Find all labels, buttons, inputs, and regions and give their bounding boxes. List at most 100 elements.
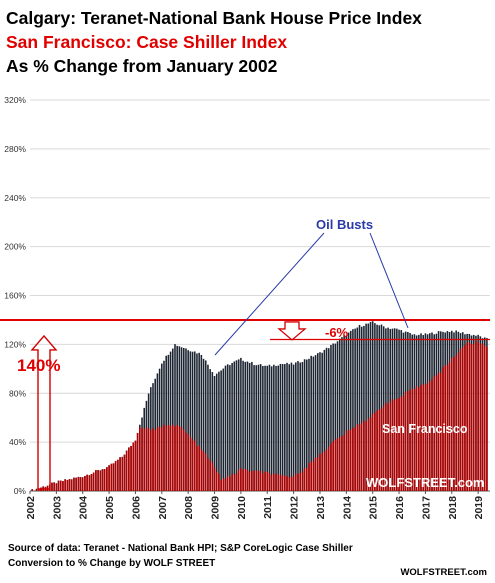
sf-bar	[132, 442, 135, 491]
sf-bar	[354, 427, 356, 491]
sf-bar	[270, 475, 273, 491]
sf-bar	[468, 342, 471, 491]
sf-bar	[415, 385, 418, 491]
sf-bar	[189, 437, 192, 491]
calgary-bar	[286, 362, 288, 491]
calgary-bar	[248, 362, 251, 491]
sf-bar	[79, 477, 82, 491]
sf-bar	[130, 445, 132, 491]
sf-bar	[334, 439, 337, 491]
sf-bar	[121, 456, 124, 491]
calgary-bar	[207, 364, 209, 491]
sf-bar	[314, 457, 317, 491]
calgary-bar	[292, 364, 295, 491]
sf-bar	[167, 424, 170, 491]
sf-bar	[99, 470, 102, 491]
sf-bar	[365, 421, 367, 491]
sf-bar	[242, 469, 244, 491]
sf-bar	[262, 473, 264, 491]
calgary-bar	[222, 368, 225, 491]
y-tick-label: 280%	[4, 144, 26, 154]
sf-bar	[393, 399, 396, 491]
sf-bar	[402, 395, 405, 491]
sf-bar	[103, 468, 106, 491]
calgary-bar	[290, 362, 293, 491]
sf-bar	[387, 403, 389, 491]
sf-bar	[244, 468, 247, 491]
sf-bar	[297, 473, 299, 491]
sf-bar	[224, 478, 227, 491]
sf-bar	[178, 426, 181, 491]
sf-bar	[95, 470, 97, 491]
sf-bar	[73, 477, 75, 491]
calgary-bar	[182, 347, 185, 491]
y-tick-label: 200%	[4, 242, 26, 252]
calgary-bar	[218, 371, 220, 491]
sf-bar	[84, 475, 86, 491]
x-tick-label: 2008	[183, 496, 195, 520]
sf-bar	[218, 474, 220, 491]
sf-bar	[472, 343, 475, 491]
calgary-bar	[352, 329, 354, 491]
sf-bar	[431, 379, 433, 491]
calgary-bar	[193, 351, 196, 491]
sf-bar	[486, 346, 488, 491]
calgary-bar	[310, 355, 312, 491]
san-francisco-label: San Francisco	[382, 422, 468, 436]
sf-bar	[382, 406, 385, 491]
sf-bar	[389, 401, 392, 491]
sf-bar	[235, 472, 238, 491]
calgary-bar	[200, 354, 203, 491]
sf-bar	[198, 445, 200, 491]
sf-bar	[343, 435, 345, 491]
sf-bar	[68, 479, 71, 491]
sf-bar	[347, 429, 350, 491]
y-tick-label: 240%	[4, 193, 26, 203]
y-tick-label: 320%	[4, 95, 26, 105]
calgary-bar	[288, 364, 291, 491]
calgary-bar	[240, 357, 242, 491]
calgary-bar	[323, 349, 326, 491]
calgary-bar	[253, 365, 255, 491]
sf-bar	[158, 426, 161, 491]
sf-bar	[75, 477, 77, 491]
calgary-bar	[367, 323, 370, 491]
calgary-bar	[244, 361, 247, 491]
x-tick-label: 2016	[394, 496, 406, 520]
sf-bar	[332, 441, 334, 491]
sf-bar	[358, 424, 361, 491]
sf-bar	[35, 489, 38, 491]
calgary-bar	[257, 364, 260, 491]
calgary-bar	[242, 360, 244, 491]
sf-bar	[374, 412, 376, 491]
sf-bar	[209, 460, 211, 491]
sf-bar	[147, 428, 150, 491]
sf-bar	[97, 470, 99, 491]
y-tick-label: 0%	[14, 486, 27, 496]
sf-bar	[273, 473, 275, 491]
sf-bar	[251, 470, 253, 491]
sf-bar	[81, 477, 84, 491]
sf-bar	[303, 468, 306, 491]
calgary-bar	[262, 365, 264, 491]
sf-bar	[123, 454, 126, 491]
calgary-bar	[365, 323, 367, 491]
sf-bar	[420, 385, 422, 491]
sf-bar	[62, 481, 64, 491]
sf-bar	[292, 476, 295, 491]
sf-bar	[70, 479, 73, 491]
sf-bar	[154, 430, 157, 491]
calgary-bar	[167, 354, 170, 491]
sf-bar	[330, 443, 332, 491]
sf-bar	[86, 474, 88, 491]
sf-bar	[391, 399, 394, 491]
calgary-bar	[321, 352, 323, 491]
sf-bar	[433, 376, 435, 491]
calgary-bar	[161, 363, 163, 491]
sf-bar	[66, 480, 69, 491]
sf-bar	[259, 471, 262, 491]
calgary-bar	[284, 364, 286, 491]
sf-bar	[295, 473, 297, 491]
sf-bar	[180, 426, 183, 491]
drop-label: -6%	[325, 325, 349, 340]
